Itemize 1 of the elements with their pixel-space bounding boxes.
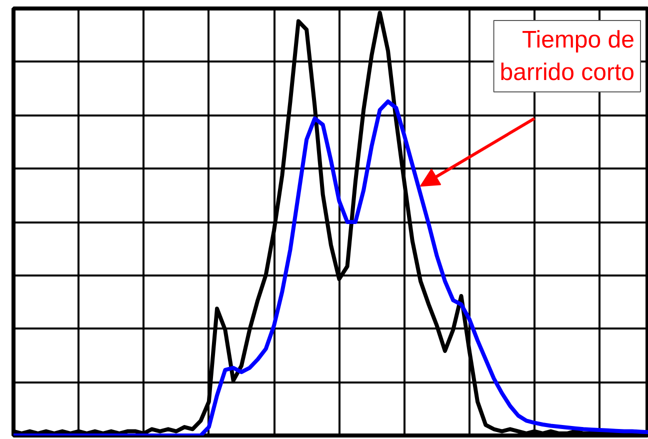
annotation: Tiempo de barrido corto <box>500 26 635 86</box>
